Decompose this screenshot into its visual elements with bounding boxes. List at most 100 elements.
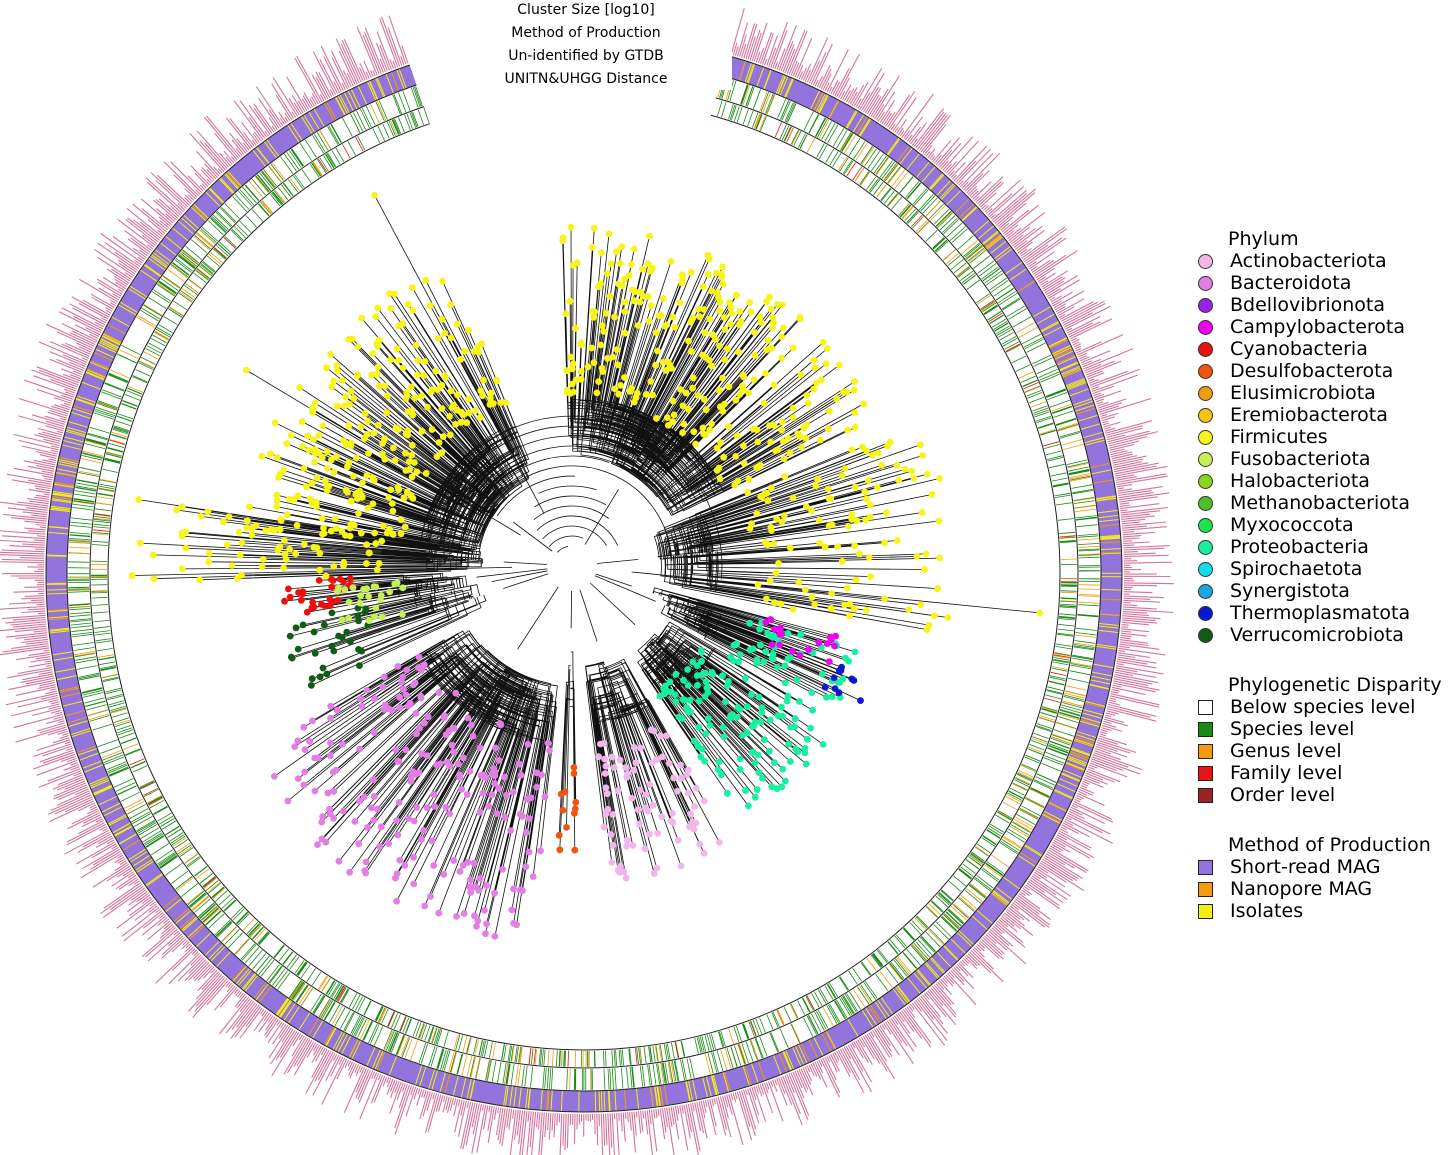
disparity-swatch [1198, 743, 1213, 759]
tip-marker [331, 515, 339, 523]
tip-marker [461, 347, 469, 355]
tip-marker [771, 599, 778, 607]
tip-marker [719, 263, 727, 271]
tip-marker [487, 395, 494, 402]
tip-marker [808, 507, 815, 514]
tip-marker [636, 786, 644, 794]
tip-marker [701, 431, 709, 439]
phylum-swatch [1198, 407, 1213, 423]
tip-marker [225, 513, 233, 520]
tip-marker [805, 646, 812, 653]
tip-marker [495, 757, 503, 764]
phylum-swatch [1198, 429, 1213, 445]
tip-marker [802, 434, 810, 442]
tip-marker [491, 772, 499, 779]
ring-outline [89, 97, 1079, 1069]
tip-marker [873, 484, 881, 491]
tip-marker [285, 585, 292, 593]
tip-marker [678, 279, 686, 287]
tip-marker [895, 476, 903, 484]
tip-marker [300, 723, 308, 731]
tip-marker [597, 341, 605, 349]
tip-marker [320, 529, 328, 537]
tip-marker [751, 329, 758, 336]
tip-marker [881, 539, 889, 547]
tip-marker [365, 549, 373, 557]
tip-marker [325, 482, 333, 490]
tip-marker [315, 432, 323, 439]
tip-marker [319, 664, 327, 672]
tip-marker [690, 374, 697, 382]
tip-marker [300, 465, 308, 472]
tip-marker [420, 372, 428, 379]
tip-marker [677, 386, 684, 393]
tip-marker [921, 566, 928, 573]
tip-marker [694, 392, 702, 399]
tip-marker [294, 775, 302, 782]
tip-marker [409, 284, 416, 292]
tip-marker [319, 422, 327, 430]
disparity-legend-label: Order level [1230, 784, 1336, 806]
tip-marker [371, 695, 379, 702]
tip-marker [733, 432, 741, 440]
tip-marker [563, 824, 570, 831]
tip-marker [730, 657, 737, 665]
tip-marker [679, 429, 686, 436]
tip-marker [608, 753, 616, 761]
tip-marker [646, 830, 653, 838]
tip-marker [796, 698, 803, 705]
production-legend-item: Isolates [1196, 900, 1454, 922]
tip-marker [522, 863, 530, 871]
tip-marker [590, 224, 598, 232]
tip-marker [410, 880, 418, 888]
tip-marker [719, 723, 727, 731]
tip-marker [934, 585, 941, 592]
ring-outline [107, 114, 1061, 1051]
tip-marker [918, 509, 926, 516]
tip-marker [791, 715, 799, 722]
tip-marker [483, 920, 490, 928]
tip-marker [378, 537, 386, 545]
tip-marker [311, 649, 319, 657]
tip-marker [700, 797, 708, 805]
tip-marker [810, 356, 818, 364]
tip-marker [763, 298, 770, 306]
tip-marker [376, 843, 384, 851]
phylum-legend-item: Firmicutes [1196, 426, 1454, 448]
tip-marker [563, 386, 571, 394]
tip-marker [817, 376, 825, 384]
tip-marker [438, 381, 446, 389]
tip-marker [319, 813, 326, 820]
tip-marker [537, 847, 544, 855]
tip-marker [173, 506, 181, 514]
tip-marker [736, 651, 744, 658]
tip-marker [381, 455, 389, 463]
tip-marker [766, 747, 773, 755]
tip-marker [801, 749, 809, 757]
tip-marker [686, 823, 693, 831]
tip-marker [273, 491, 281, 499]
tip-marker [661, 322, 669, 330]
tip-marker [292, 624, 300, 632]
tip-marker [270, 773, 278, 780]
tip-marker [745, 475, 753, 483]
tip-marker [467, 721, 475, 729]
tip-marker [396, 694, 404, 701]
tip-marker [346, 868, 353, 876]
tip-marker [346, 532, 354, 540]
tip-marker [712, 335, 719, 343]
tip-marker [848, 675, 856, 683]
tip-marker [727, 320, 734, 328]
tip-marker [774, 663, 781, 671]
tip-marker [316, 673, 324, 681]
tip-marker [809, 706, 816, 714]
tip-marker [333, 362, 341, 369]
tip-marker [786, 758, 794, 765]
tip-marker [875, 449, 882, 457]
tip-marker [641, 845, 649, 853]
tip-marker [736, 766, 744, 773]
tip-marker [392, 424, 400, 432]
tip-marker [475, 886, 483, 894]
tip-marker [275, 474, 282, 481]
tip-marker [361, 867, 369, 875]
